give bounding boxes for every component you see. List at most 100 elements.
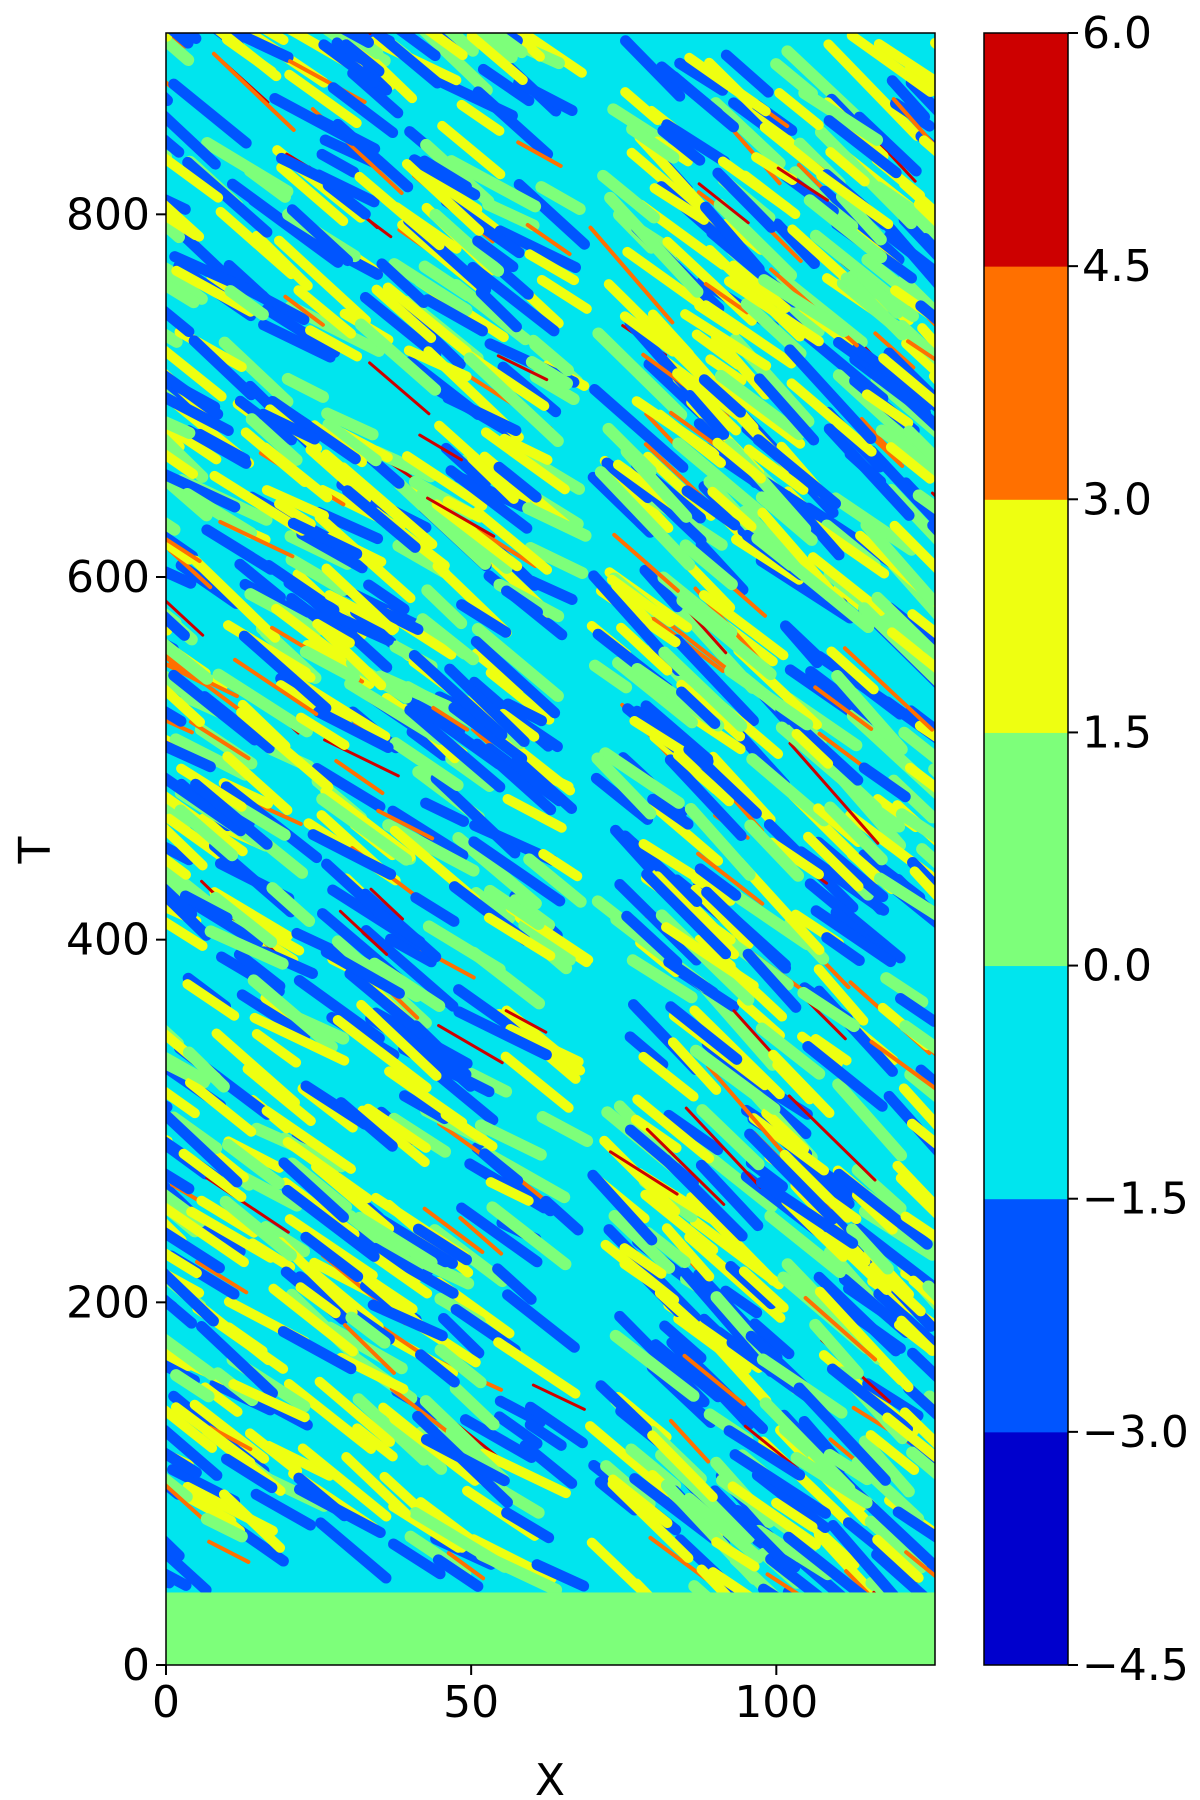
stripe bbox=[166, 1575, 175, 1589]
stripe bbox=[723, 1425, 806, 1481]
stripe bbox=[833, 1168, 933, 1250]
stripe bbox=[166, 449, 199, 479]
stripe bbox=[698, 590, 789, 661]
stripe bbox=[689, 1044, 781, 1115]
stripe bbox=[218, 336, 294, 408]
stripe bbox=[846, 1223, 894, 1275]
stripe bbox=[166, 194, 191, 215]
stripe bbox=[810, 1033, 852, 1066]
stripe bbox=[619, 1258, 662, 1292]
stripe bbox=[641, 868, 732, 960]
stripe bbox=[166, 1248, 202, 1279]
stripe bbox=[166, 599, 205, 637]
stripe bbox=[599, 1135, 681, 1217]
stripe bbox=[471, 506, 553, 575]
stripe bbox=[756, 1176, 859, 1249]
stripe bbox=[442, 496, 485, 523]
stripe bbox=[445, 752, 496, 792]
stripe bbox=[873, 1288, 935, 1352]
stripe bbox=[916, 843, 935, 869]
stripe bbox=[826, 646, 879, 695]
stripe bbox=[418, 155, 472, 193]
stripe bbox=[484, 884, 545, 931]
stripe bbox=[851, 1456, 925, 1525]
stripe bbox=[711, 1537, 760, 1572]
stripe bbox=[624, 1031, 669, 1071]
stripe bbox=[486, 1201, 572, 1271]
stripe bbox=[906, 339, 935, 362]
stripe bbox=[858, 849, 926, 903]
stripe bbox=[587, 1169, 658, 1246]
stripe bbox=[207, 1539, 251, 1564]
stripe bbox=[296, 528, 368, 574]
stripe bbox=[352, 1423, 398, 1462]
stripe bbox=[904, 762, 935, 794]
stripe bbox=[384, 933, 437, 968]
stripe bbox=[359, 292, 442, 361]
stripe bbox=[802, 1041, 888, 1112]
stripe bbox=[695, 1159, 764, 1232]
stripe bbox=[168, 669, 261, 746]
stripe bbox=[647, 793, 694, 830]
stripe bbox=[680, 309, 772, 371]
stripe bbox=[410, 892, 460, 927]
stripe bbox=[453, 1006, 552, 1061]
stripe bbox=[250, 1488, 316, 1531]
stripe bbox=[343, 1323, 396, 1375]
colorbar-band bbox=[984, 732, 1068, 967]
stripe bbox=[645, 1127, 726, 1206]
stripe bbox=[209, 891, 278, 948]
stripe bbox=[601, 457, 654, 504]
stripe bbox=[694, 863, 742, 901]
stripe bbox=[222, 751, 293, 816]
stripe bbox=[472, 235, 519, 273]
stripe bbox=[422, 920, 506, 976]
stripe bbox=[861, 389, 914, 428]
stripe bbox=[531, 1559, 590, 1592]
stripe bbox=[907, 609, 935, 639]
stripe bbox=[166, 536, 202, 564]
stripe bbox=[604, 191, 704, 298]
stripe bbox=[903, 1383, 935, 1421]
stripe bbox=[647, 1430, 718, 1502]
stripe bbox=[608, 1150, 679, 1196]
colorbar-band bbox=[984, 33, 1068, 267]
stripe bbox=[315, 1517, 392, 1584]
stripe bbox=[690, 884, 754, 950]
stripe bbox=[784, 344, 877, 445]
stripe bbox=[183, 425, 252, 469]
stripe bbox=[810, 905, 897, 968]
stripe bbox=[661, 119, 731, 168]
stripe bbox=[416, 613, 480, 666]
stripe bbox=[895, 319, 935, 366]
y-tick-label: 200 bbox=[66, 1277, 150, 1328]
stripe bbox=[406, 726, 449, 761]
stripe bbox=[409, 1507, 511, 1573]
stripe bbox=[671, 634, 759, 727]
stripe bbox=[166, 638, 179, 655]
stripe bbox=[761, 1108, 810, 1155]
stripe bbox=[764, 1210, 847, 1279]
stripe bbox=[456, 1202, 543, 1268]
stripe bbox=[285, 553, 350, 597]
stripe bbox=[388, 258, 473, 317]
stripe bbox=[814, 1286, 914, 1393]
stripe bbox=[676, 594, 777, 681]
stripe bbox=[660, 1479, 761, 1585]
stripe bbox=[649, 801, 724, 866]
stripe bbox=[540, 1195, 584, 1236]
stripe bbox=[182, 1046, 230, 1093]
stripe bbox=[612, 532, 680, 593]
stripe bbox=[357, 1105, 430, 1168]
stripe bbox=[791, 728, 834, 769]
stripe bbox=[166, 1202, 249, 1268]
stripe bbox=[209, 470, 308, 536]
stripe bbox=[654, 409, 726, 468]
stripe bbox=[228, 1379, 310, 1423]
plot-frame bbox=[165, 32, 936, 1666]
stripe bbox=[166, 110, 221, 170]
stripe bbox=[190, 778, 273, 850]
stripe bbox=[519, 1440, 578, 1489]
stripe bbox=[233, 657, 319, 716]
stripe bbox=[626, 954, 698, 1004]
